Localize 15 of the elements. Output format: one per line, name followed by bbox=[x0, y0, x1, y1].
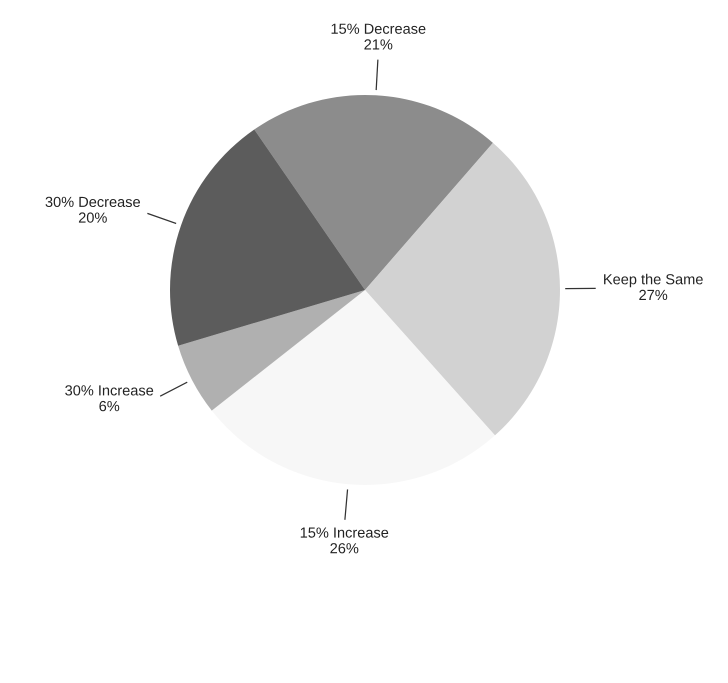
pie-slice bbox=[254, 95, 493, 290]
data-label: 26% bbox=[330, 543, 358, 554]
slice-label: Keep the Same bbox=[604, 274, 703, 288]
pie-slice bbox=[365, 142, 560, 436]
pie-slice bbox=[178, 290, 365, 411]
slice-label: 15% Decrease bbox=[332, 24, 426, 34]
slice-label: 30% Increase bbox=[65, 385, 154, 396]
slice-label: 30% Decrease bbox=[46, 196, 140, 208]
data-label: 20% bbox=[78, 212, 107, 223]
data-label: 27% bbox=[639, 290, 668, 300]
data-label: 21% bbox=[364, 39, 392, 50]
pie-slice bbox=[170, 129, 365, 346]
data-label: 6% bbox=[99, 400, 120, 412]
pie-slice bbox=[212, 290, 495, 485]
slice-label: 15% Increase bbox=[300, 527, 388, 538]
